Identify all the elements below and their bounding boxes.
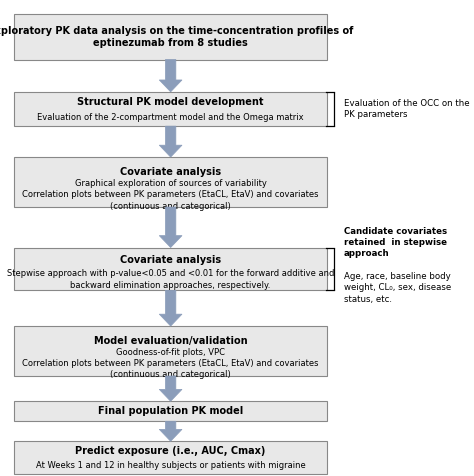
Polygon shape <box>159 60 182 92</box>
FancyBboxPatch shape <box>14 401 327 421</box>
Polygon shape <box>159 290 182 326</box>
Polygon shape <box>159 376 182 401</box>
Text: Age, race, baseline body
weight, CL₀, sex, disease
status, etc.: Age, race, baseline body weight, CL₀, se… <box>344 272 451 304</box>
Text: At Weeks 1 and 12 in healthy subjects or patients with migraine: At Weeks 1 and 12 in healthy subjects or… <box>36 461 306 470</box>
Text: Model evaluation/validation: Model evaluation/validation <box>94 336 247 346</box>
Text: Graphical exploration of sources of variability
Correlation plots between PK par: Graphical exploration of sources of vari… <box>22 178 319 210</box>
Polygon shape <box>159 126 182 157</box>
Polygon shape <box>159 207 182 248</box>
FancyBboxPatch shape <box>14 14 327 60</box>
FancyBboxPatch shape <box>14 92 327 126</box>
Text: Final population PK model: Final population PK model <box>98 406 243 416</box>
Text: Predict exposure (i.e., AUC, Cmax): Predict exposure (i.e., AUC, Cmax) <box>75 446 266 456</box>
Text: Evaluation of the 2-compartment model and the Omega matrix: Evaluation of the 2-compartment model an… <box>37 113 304 122</box>
Text: Goodness-of-fit plots, VPC
Correlation plots between PK parameters (EtaCL, EtaV): Goodness-of-fit plots, VPC Correlation p… <box>22 347 319 379</box>
FancyBboxPatch shape <box>14 326 327 376</box>
FancyBboxPatch shape <box>14 248 327 290</box>
Text: Structural PK model development: Structural PK model development <box>77 97 264 107</box>
Text: Covariate analysis: Covariate analysis <box>120 255 221 266</box>
Text: Exploratory PK data analysis on the time-concentration profiles of
eptinezumab f: Exploratory PK data analysis on the time… <box>0 26 353 48</box>
FancyBboxPatch shape <box>14 157 327 207</box>
Text: Stepwise approach with p-value<0.05 and <0.01 for the forward additive and
backw: Stepwise approach with p-value<0.05 and … <box>7 269 334 290</box>
Polygon shape <box>159 421 182 441</box>
Text: Evaluation of the OCC on the
PK parameters: Evaluation of the OCC on the PK paramete… <box>344 99 469 119</box>
Text: Covariate analysis: Covariate analysis <box>120 167 221 177</box>
FancyBboxPatch shape <box>14 441 327 474</box>
Text: Candidate covariates
retained  in stepwise
approach: Candidate covariates retained in stepwis… <box>344 227 447 258</box>
